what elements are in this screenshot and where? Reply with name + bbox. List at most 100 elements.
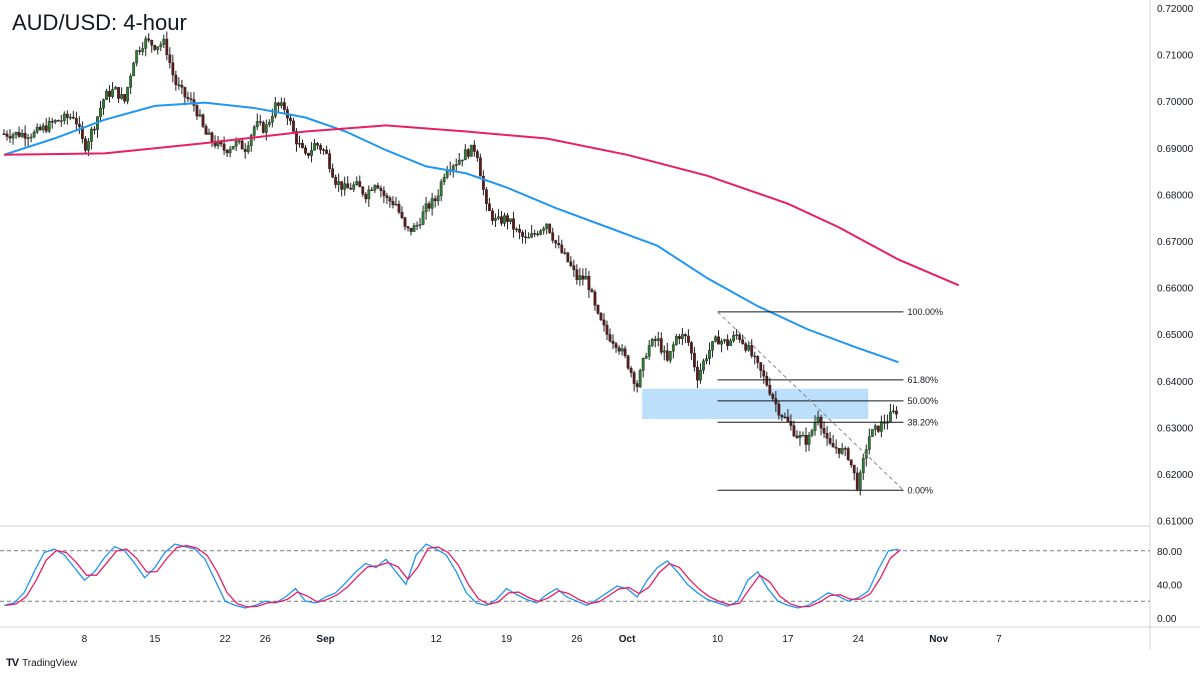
candle: [515, 227, 518, 233]
candle: [430, 192, 434, 216]
candle: [665, 342, 669, 362]
candle: [720, 338, 723, 353]
candle: [671, 341, 675, 359]
candle: [406, 225, 410, 232]
candle: [279, 97, 283, 109]
candle: [798, 431, 802, 446]
candle: [840, 443, 844, 456]
candle: [756, 355, 760, 369]
brand-text: TradingView: [22, 657, 78, 669]
candle: [596, 304, 600, 315]
candle: [261, 120, 265, 134]
candle: [44, 118, 48, 134]
candle: [587, 270, 591, 299]
candle: [192, 92, 196, 112]
candle: [659, 332, 663, 355]
candle: [690, 340, 693, 361]
candle: [62, 111, 66, 125]
candle: [246, 141, 250, 154]
candle: [231, 146, 235, 150]
candle: [578, 268, 582, 286]
candle: [361, 185, 365, 197]
oscillator-k-line: [3, 543, 899, 609]
candle: [99, 100, 102, 122]
time-tick-label: 10: [712, 634, 724, 645]
candle: [120, 87, 123, 100]
candle: [771, 392, 775, 402]
candle: [424, 196, 428, 220]
price-tick-label: 0.64000: [1157, 377, 1194, 388]
fib-level-label: 61.80%: [907, 375, 938, 385]
candle: [47, 117, 51, 134]
candle: [834, 439, 838, 454]
candle: [485, 187, 488, 212]
candle: [237, 140, 241, 145]
candle: [304, 144, 307, 156]
candle: [702, 358, 705, 374]
candle: [102, 98, 105, 115]
candle: [228, 145, 232, 158]
candle: [738, 332, 742, 343]
candle: [641, 357, 645, 378]
candle: [786, 409, 790, 423]
candle: [714, 335, 717, 343]
candle: [249, 133, 253, 152]
candle: [286, 106, 289, 126]
candle: [635, 380, 639, 393]
candle: [521, 229, 524, 244]
candle: [448, 161, 452, 176]
candle: [617, 345, 621, 355]
candle: [207, 128, 211, 135]
candle: [503, 212, 506, 227]
time-tick-label: Sep: [316, 634, 334, 645]
candle: [656, 331, 660, 347]
candle: [512, 211, 515, 238]
candle: [11, 132, 15, 145]
candle: [68, 113, 72, 120]
candle: [527, 232, 531, 239]
candle: [301, 139, 304, 149]
candle: [77, 116, 81, 134]
tradingview-branding: TV TradingView: [6, 657, 77, 669]
candle: [129, 73, 133, 94]
candle: [141, 42, 145, 56]
time-tick-label: 7: [996, 634, 1002, 645]
candle: [717, 330, 720, 345]
price-tick-label: 0.69000: [1157, 144, 1194, 155]
candle: [403, 216, 407, 231]
candle: [376, 182, 380, 189]
candle: [93, 126, 96, 135]
candle: [572, 259, 576, 278]
candle: [753, 351, 757, 365]
candle: [132, 61, 136, 77]
candle: [319, 143, 322, 155]
price-tick-label: 0.63000: [1157, 423, 1194, 434]
candle: [699, 363, 702, 384]
candle: [747, 341, 751, 352]
candle: [328, 149, 332, 173]
candle: [331, 163, 335, 178]
candle: [177, 77, 181, 90]
candle: [653, 335, 657, 348]
time-tick-label: 19: [501, 634, 513, 645]
candle: [352, 181, 356, 192]
candle: [412, 222, 416, 232]
candle: [478, 153, 482, 177]
candle: [726, 334, 730, 351]
candle: [831, 435, 835, 448]
candle: [539, 229, 543, 236]
candle: [518, 224, 521, 240]
candle: [41, 122, 45, 133]
candle: [822, 421, 826, 439]
candle: [26, 133, 30, 147]
candle: [123, 93, 127, 104]
candle: [644, 352, 648, 360]
candle: [346, 176, 350, 189]
oscillator-tick-label: 40.00: [1157, 580, 1182, 591]
candle: [298, 135, 301, 148]
candle: [554, 239, 558, 249]
candle: [225, 148, 229, 158]
candle: [581, 268, 585, 286]
candle: [186, 91, 190, 103]
